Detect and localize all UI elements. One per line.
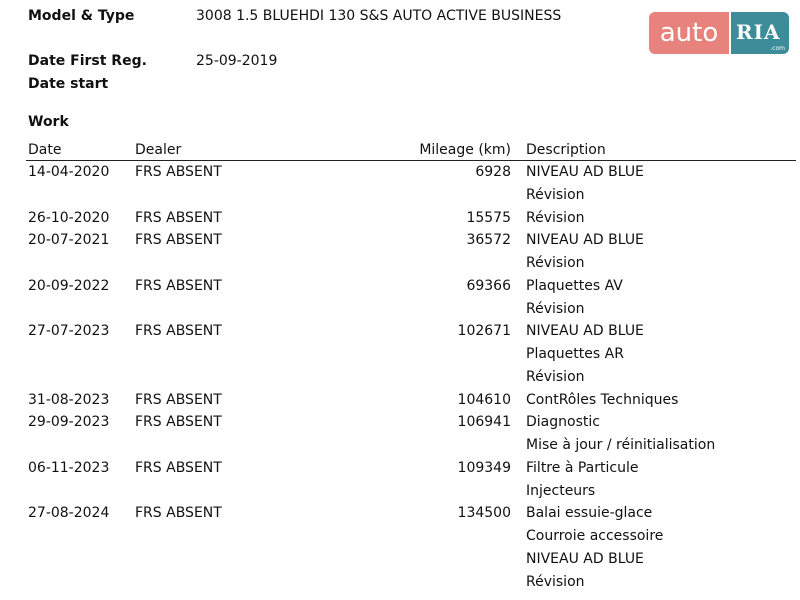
logo-com: .com — [770, 45, 785, 52]
header-rule — [26, 160, 796, 161]
row-description: NIVEAU AD BLUE — [526, 323, 644, 340]
row-description: Plaquettes AV — [526, 277, 623, 294]
row-description: Révision — [526, 186, 585, 203]
row-description: Révision — [526, 255, 585, 271]
row-dealer: FRS ABSENT — [135, 323, 222, 340]
row-description: NIVEAU AD BLUE — [526, 164, 644, 180]
row-description: NIVEAU AD BLUE — [526, 232, 644, 249]
row-description: Révision — [526, 368, 585, 385]
row-mileage: 6928 — [475, 164, 511, 180]
row-description: Plaquettes AR — [526, 346, 624, 362]
row-description: NIVEAU AD BLUE — [526, 550, 644, 567]
row-mileage: 134500 — [457, 505, 511, 522]
row-dealer: FRS ABSENT — [135, 232, 222, 249]
model-value: 3008 1.5 BLUEHDI 130 S&S AUTO ACTIVE BUS… — [196, 8, 562, 24]
row-date: 27-08-2024 — [28, 505, 110, 522]
row-dealer: FRS ABSENT — [135, 505, 222, 522]
row-description: Injecteurs — [526, 482, 596, 499]
row-description: Révision — [526, 300, 585, 317]
row-date: 29-09-2023 — [28, 414, 110, 431]
row-date: 20-09-2022 — [28, 277, 110, 294]
row-description: Révision — [526, 573, 585, 590]
row-date: 27-07-2023 — [28, 323, 110, 340]
row-dealer: FRS ABSENT — [135, 459, 222, 476]
row-dealer: FRS ABSENT — [135, 414, 222, 431]
row-description: Filtre à Particule — [526, 459, 639, 476]
row-dealer: FRS ABSENT — [135, 391, 222, 408]
row-date: 20-07-2021 — [28, 232, 110, 249]
row-description: Mise à jour / réinitialisation — [526, 437, 716, 453]
row-description: Révision — [526, 209, 585, 226]
row-date: 06-11-2023 — [28, 459, 110, 476]
logo-ria-text: RIA — [736, 20, 781, 44]
reg-label: Date First Reg. — [28, 53, 147, 69]
col-mileage: Mileage (km) — [419, 142, 511, 158]
row-date: 14-04-2020 — [28, 164, 110, 180]
row-mileage: 106941 — [457, 414, 511, 431]
row-mileage: 69366 — [466, 277, 511, 294]
row-mileage: 15575 — [466, 209, 511, 226]
logo-auto: auto — [649, 12, 729, 54]
row-date: 26-10-2020 — [28, 209, 110, 226]
model-label: Model & Type — [28, 8, 135, 24]
logo-ria: RIA .com — [731, 12, 789, 54]
row-mileage: 36572 — [466, 232, 511, 249]
work-title: Work — [28, 114, 69, 130]
col-date: Date — [28, 142, 62, 158]
row-mileage: 109349 — [457, 459, 511, 476]
row-description: Balai essuie-glace — [526, 505, 653, 522]
row-description: ContRôles Techniques — [526, 391, 679, 408]
start-label: Date start — [28, 76, 109, 92]
row-dealer: FRS ABSENT — [135, 277, 222, 294]
row-dealer: FRS ABSENT — [135, 164, 222, 180]
reg-value: 25-09-2019 — [196, 53, 278, 69]
col-dealer: Dealer — [135, 142, 182, 158]
row-description: Diagnostic — [526, 414, 600, 431]
row-mileage: 102671 — [457, 323, 511, 340]
col-description: Description — [526, 142, 606, 158]
row-dealer: FRS ABSENT — [135, 209, 222, 226]
row-mileage: 104610 — [457, 391, 511, 408]
row-description: Courroie accessoire — [526, 528, 664, 544]
row-date: 31-08-2023 — [28, 391, 110, 408]
